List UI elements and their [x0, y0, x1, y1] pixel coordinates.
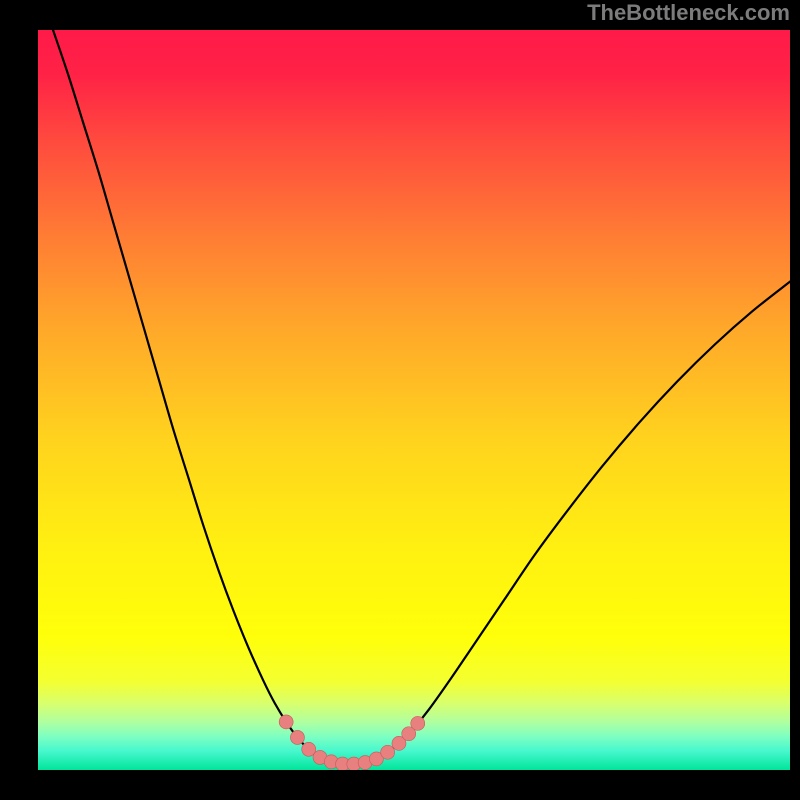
outer-frame: TheBottleneck.com [0, 0, 800, 800]
chart-plot-area [38, 30, 790, 770]
curve-marker [411, 716, 425, 730]
curve-marker [290, 730, 304, 744]
watermark-text: TheBottleneck.com [587, 0, 790, 26]
curve-marker [381, 745, 395, 759]
chart-svg [38, 30, 790, 770]
curve-marker [279, 715, 293, 729]
gradient-background [38, 30, 790, 770]
